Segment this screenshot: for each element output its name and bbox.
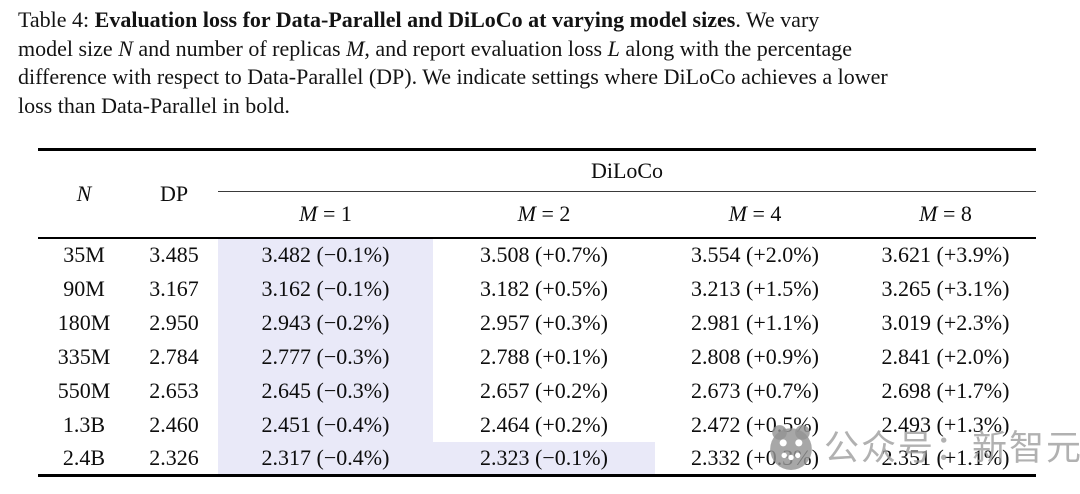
column-header-m1: M = 1 bbox=[218, 191, 433, 239]
diloco-m2-cell: 2.957 (+0.3%) bbox=[480, 309, 608, 335]
diloco-m1-cell: 2.317 (−0.4%) bbox=[218, 441, 433, 476]
model-size-cell: 180M bbox=[57, 309, 111, 335]
model-size-cell: 90M bbox=[63, 275, 105, 301]
diloco-m8-cell: 3.265 (+3.1%) bbox=[881, 275, 1010, 301]
caption-text: Table 4: bbox=[18, 7, 95, 32]
column-header-m2: M = 2 bbox=[433, 191, 655, 239]
table-row: 1.3B 2.460 2.451 (−0.4%) 2.464 (+0.2%) 2… bbox=[38, 407, 1036, 442]
caption-text: along with the percentage bbox=[619, 35, 852, 61]
caption-math-var: N bbox=[118, 35, 133, 61]
caption-line: Table 4: Evaluation loss for Data-Parall… bbox=[18, 6, 1070, 35]
table-caption: Table 4: Evaluation loss for Data-Parall… bbox=[18, 6, 1070, 120]
model-size-cell: 2.4B bbox=[62, 444, 106, 470]
caption-text: and number of replicas bbox=[132, 35, 347, 61]
diloco-m8-cell: 2.351 (+1.1%) bbox=[881, 444, 1010, 470]
diloco-m4-cell: 3.213 (+1.5%) bbox=[691, 275, 819, 301]
caption-text: . We vary bbox=[735, 7, 820, 32]
column-header-n: N bbox=[38, 149, 130, 239]
diloco-m2-cell: 2.657 (+0.2%) bbox=[480, 377, 608, 403]
diloco-m1-cell: 2.645 (−0.3%) bbox=[218, 373, 433, 408]
diloco-m1-cell: 2.943 (−0.2%) bbox=[218, 305, 433, 340]
diloco-m4-cell: 2.808 (+0.9%) bbox=[691, 343, 819, 369]
diloco-m1-cell: 2.451 (−0.4%) bbox=[218, 407, 433, 442]
caption-line: loss than Data-Parallel in bold. bbox=[18, 92, 1070, 121]
column-group-header-diloco: DiLoCo bbox=[218, 149, 1036, 192]
diloco-m8-cell: 3.621 (+3.9%) bbox=[881, 242, 1010, 267]
diloco-m4-cell: 2.472 (+0.5%) bbox=[691, 411, 819, 437]
column-header-dp: DP bbox=[130, 149, 218, 239]
diloco-m1-cell: 2.777 (−0.3%) bbox=[218, 339, 433, 374]
dp-loss-cell: 2.784 bbox=[149, 343, 199, 369]
caption-text: , and report evaluation loss bbox=[364, 35, 608, 61]
diloco-m2-cell: 2.788 (+0.1%) bbox=[480, 343, 608, 369]
diloco-m8-cell: 2.841 (+2.0%) bbox=[881, 343, 1010, 369]
diloco-m4-cell: 2.981 (+1.1%) bbox=[691, 309, 819, 335]
diloco-m2-cell: 3.182 (+0.5%) bbox=[480, 275, 608, 301]
table-row: 2.4B 2.326 2.317 (−0.4%) 2.323 (−0.1%) 2… bbox=[38, 441, 1036, 476]
model-size-cell: 35M bbox=[63, 242, 105, 267]
dp-loss-cell: 3.485 bbox=[149, 242, 199, 267]
dp-loss-cell: 2.326 bbox=[149, 444, 199, 470]
table-row: 180M 2.950 2.943 (−0.2%) 2.957 (+0.3%) 2… bbox=[38, 305, 1036, 340]
column-header-m4: M = 4 bbox=[655, 191, 855, 239]
caption-math-var: M bbox=[346, 35, 365, 61]
table-row: 335M 2.784 2.777 (−0.3%) 2.788 (+0.1%) 2… bbox=[38, 339, 1036, 374]
diloco-m1-cell: 3.162 (−0.1%) bbox=[218, 271, 433, 306]
diloco-m8-cell: 2.493 (+1.3%) bbox=[881, 411, 1010, 437]
dp-loss-cell: 3.167 bbox=[149, 275, 199, 301]
diloco-m8-cell: 2.698 (+1.7%) bbox=[881, 377, 1010, 403]
diloco-m8-cell: 3.019 (+2.3%) bbox=[881, 309, 1010, 335]
group-header-row: N DP DiLoCo bbox=[38, 149, 1036, 239]
table-body: 35M 3.485 3.482 (−0.1%) 3.508 (+0.7%) 3.… bbox=[38, 237, 1036, 476]
results-table: N DP DiLoCo M = 1 M = 2 M = 4 M = 8 35M … bbox=[38, 148, 1036, 477]
diloco-m2-cell: 2.464 (+0.2%) bbox=[480, 411, 608, 437]
column-header-m8: M = 8 bbox=[855, 191, 1036, 239]
model-size-cell: 550M bbox=[57, 377, 111, 403]
model-size-cell: 1.3B bbox=[62, 411, 106, 437]
caption-math-var: L bbox=[607, 35, 620, 61]
diloco-m4-cell: 2.673 (+0.7%) bbox=[691, 377, 819, 403]
dp-loss-cell: 2.950 bbox=[149, 309, 199, 335]
table-row: 35M 3.485 3.482 (−0.1%) 3.508 (+0.7%) 3.… bbox=[38, 237, 1036, 272]
model-size-cell: 335M bbox=[57, 343, 111, 369]
diloco-m4-cell: 2.332 (+0.3%) bbox=[691, 444, 819, 470]
sub-header-row: M = 1 M = 2 M = 4 M = 8 bbox=[38, 191, 1036, 239]
dp-loss-cell: 2.653 bbox=[149, 377, 199, 403]
diloco-m1-cell: 3.482 (−0.1%) bbox=[218, 237, 433, 272]
caption-line: model size N and number of replicas M, a… bbox=[18, 35, 1070, 64]
table-row: 90M 3.167 3.162 (−0.1%) 3.182 (+0.5%) 3.… bbox=[38, 271, 1036, 306]
diloco-m2-cell: 2.323 (−0.1%) bbox=[433, 441, 655, 476]
dp-loss-cell: 2.460 bbox=[149, 411, 199, 437]
diloco-m2-cell: 3.508 (+0.7%) bbox=[480, 242, 608, 267]
caption-line: difference with respect to Data-Parallel… bbox=[18, 63, 1070, 92]
table-row: 550M 2.653 2.645 (−0.3%) 2.657 (+0.2%) 2… bbox=[38, 373, 1036, 408]
caption-text: model size bbox=[18, 35, 119, 61]
caption-text: difference with respect to Data-Parallel… bbox=[18, 64, 888, 90]
caption-text: loss than Data-Parallel in bold. bbox=[18, 92, 290, 118]
caption-bold-title: Evaluation loss for Data-Parallel and Di… bbox=[94, 7, 736, 32]
diloco-m4-cell: 3.554 (+2.0%) bbox=[691, 242, 819, 267]
